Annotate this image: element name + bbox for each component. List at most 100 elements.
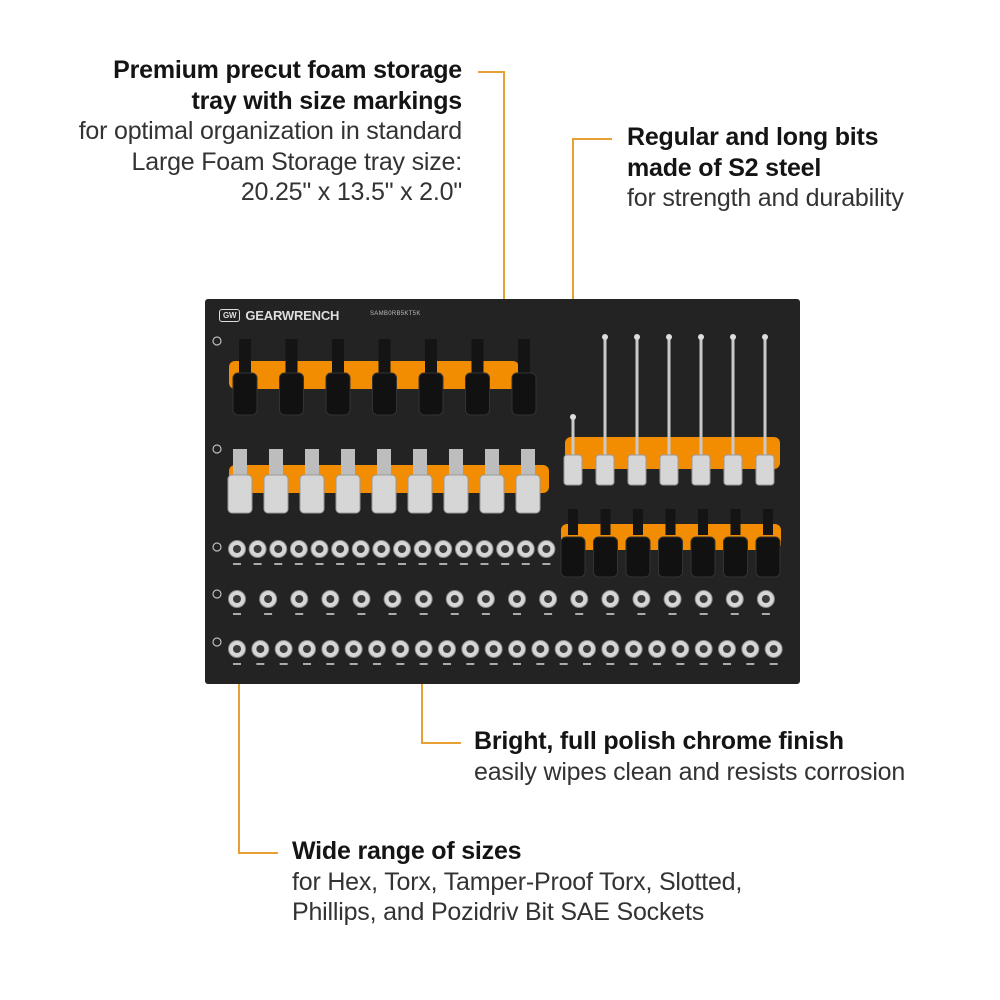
size-marking: [295, 613, 304, 615]
size-marking: [521, 563, 530, 565]
size-marking: [373, 663, 381, 665]
small-socket-bore: [326, 595, 335, 603]
size-marking: [418, 563, 427, 565]
small-socket-bore: [513, 645, 521, 653]
impact-socket: [325, 372, 351, 416]
hex-bit-socket: [443, 474, 469, 514]
size-marking: [668, 613, 677, 615]
small-socket-bore: [730, 595, 739, 603]
impact-socket-right: [658, 536, 683, 578]
callout-foam-tray: Premium precut foam storage tray with si…: [0, 55, 463, 208]
small-socket-bore: [356, 545, 365, 553]
leader-foam-horizontal: [478, 71, 505, 73]
size-marking: [274, 563, 283, 565]
bit-socket-chrome: [723, 454, 743, 486]
bit-socket-chrome: [659, 454, 679, 486]
impact-bit: [600, 509, 611, 535]
size-marking: [356, 563, 365, 565]
small-socket-bore: [295, 595, 304, 603]
long-bit: [699, 337, 703, 469]
impact-bit: [763, 509, 773, 535]
small-socket-bore: [676, 645, 685, 653]
small-socket-bore: [480, 545, 489, 553]
size-marking: [450, 613, 459, 615]
size-marking: [730, 613, 739, 615]
impact-socket-bit: [285, 339, 298, 379]
small-socket-bore: [326, 645, 335, 653]
size-marking: [769, 663, 778, 665]
ball-end: [762, 334, 768, 340]
small-socket-bore: [256, 645, 265, 653]
small-socket-bore: [606, 645, 615, 653]
impact-socket: [232, 372, 258, 416]
hex-bit: [413, 449, 427, 481]
small-socket-bore: [303, 645, 311, 653]
gearwrench-logo-icon: GW: [219, 309, 241, 322]
small-socket-bore: [233, 645, 241, 653]
hex-bit-socket: [479, 474, 505, 514]
ball-end: [570, 414, 576, 420]
impact-socket-right: [723, 536, 748, 578]
small-socket-bore: [459, 545, 468, 553]
small-socket-bore: [536, 645, 545, 653]
long-bit: [603, 337, 607, 469]
size-marking: [606, 613, 615, 615]
long-bit: [571, 417, 575, 469]
size-marking: [559, 663, 568, 665]
small-socket-bore: [279, 645, 288, 653]
leader-bits-horizontal: [572, 138, 612, 140]
tray-hole-0: [212, 336, 222, 346]
hex-bit-socket: [263, 474, 289, 514]
small-socket-bore: [274, 545, 283, 553]
size-marking: [326, 663, 335, 665]
foam-body-line2: Large Foam Storage tray size:: [131, 147, 463, 176]
size-marking: [489, 663, 498, 665]
ball-end: [634, 334, 640, 340]
long-bit: [635, 337, 639, 469]
chrome-body-line1: easily wipes clean and resists corrosion: [474, 757, 906, 786]
hex-bit-socket: [227, 474, 253, 514]
sizes-body-line1: for Hex, Torx, Tamper-Proof Torx, Slotte…: [292, 867, 743, 896]
small-socket-bore: [542, 545, 551, 553]
foam-storage-tray: GW GEARWRENCH SAMB0RB5KT5K: [205, 299, 800, 684]
sizes-body-line2: Phillips, and Pozidriv Bit SAE Sockets: [292, 898, 705, 926]
small-socket-bore: [653, 645, 661, 653]
impact-bit: [568, 509, 578, 535]
brand-name: GEARWRENCH: [245, 308, 340, 323]
small-socket-bore: [489, 645, 498, 653]
impact-socket: [279, 372, 304, 416]
foam-title-line1: Premium precut foam storage: [113, 56, 462, 84]
small-socket-bore: [233, 545, 241, 553]
callout-bits: Regular and long bits made of S2 steel f…: [627, 122, 987, 214]
impact-bit: [698, 509, 708, 535]
small-socket-bore: [373, 645, 381, 653]
small-socket-bore: [388, 595, 397, 603]
hex-bit-socket: [335, 474, 361, 514]
size-marking: [264, 613, 273, 615]
part-number: SAMB0RB5KT5K: [370, 311, 421, 317]
small-socket-bore: [419, 595, 428, 603]
size-marking: [349, 663, 358, 665]
impact-socket-right: [690, 536, 716, 578]
size-marking: [629, 663, 638, 665]
size-marking: [357, 613, 366, 615]
hex-bit: [377, 449, 391, 481]
small-socket-bore: [583, 645, 591, 653]
small-socket-bore: [501, 545, 510, 553]
impact-socket-right: [560, 536, 586, 578]
small-socket-bore: [668, 595, 677, 603]
impact-socket: [418, 372, 444, 416]
hex-bit-socket: [515, 474, 541, 514]
impact-socket: [511, 372, 537, 416]
impact-socket-bit: [425, 339, 437, 379]
size-marking: [459, 563, 468, 565]
tray-hole-3: [212, 589, 222, 599]
impact-socket-right: [625, 536, 651, 578]
impact-bit: [730, 509, 741, 535]
small-socket-bore: [315, 545, 324, 553]
bit-socket-chrome: [595, 454, 615, 486]
tray-hole-2: [212, 542, 222, 552]
bit-socket-chrome: [627, 454, 647, 486]
small-socket-bore: [559, 645, 568, 653]
size-marking: [256, 663, 265, 665]
